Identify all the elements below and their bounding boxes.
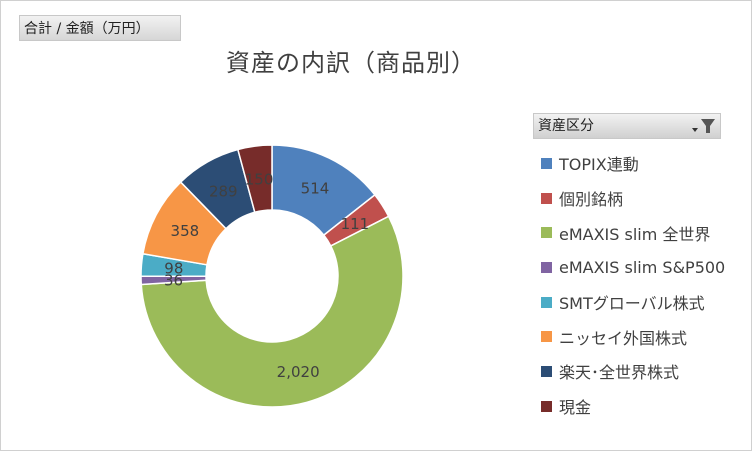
legend-label: eMAXIS slim 全世界 bbox=[559, 224, 711, 244]
legend-swatch bbox=[541, 261, 552, 273]
legend-item-8[interactable]: 現金 bbox=[541, 389, 725, 424]
data-label-4: 36 bbox=[164, 271, 183, 289]
legend-label: 個別銘柄 bbox=[559, 190, 624, 210]
legend-label: 楽天･全世界株式 bbox=[559, 363, 680, 383]
legend-swatch bbox=[541, 331, 552, 343]
data-label-5: 98 bbox=[164, 260, 183, 278]
legend-swatch bbox=[541, 192, 552, 204]
legend-item-2[interactable]: 個別銘柄 bbox=[541, 181, 725, 216]
data-label-7: 289 bbox=[209, 182, 238, 200]
legend-swatch bbox=[541, 296, 552, 308]
data-label-8: 150 bbox=[245, 170, 274, 188]
value-field-button[interactable]: 合計 / 金額（万円） bbox=[19, 15, 181, 41]
legend-label: ニッセイ外国株式 bbox=[559, 328, 688, 348]
legend-swatch bbox=[541, 400, 552, 412]
legend-swatch bbox=[541, 365, 552, 377]
data-label-2: 111 bbox=[341, 215, 370, 233]
legend-label: TOPIX連動 bbox=[559, 155, 639, 175]
legend-swatch bbox=[541, 227, 552, 239]
legend-label: 現金 bbox=[559, 398, 592, 418]
data-label-1: 514 bbox=[301, 179, 330, 197]
legend-item-7[interactable]: 楽天･全世界株式 bbox=[541, 354, 725, 389]
donut-slice-3[interactable] bbox=[140, 215, 404, 408]
legend-item-6[interactable]: ニッセイ外国株式 bbox=[541, 319, 725, 354]
legend-header-label: 資産区分 bbox=[538, 118, 594, 134]
legend-item-1[interactable]: TOPIX連動 bbox=[541, 146, 725, 181]
data-label-6: 358 bbox=[171, 222, 200, 240]
legend-filter-header[interactable]: 資産区分 bbox=[533, 113, 721, 139]
chart-title: 資産の内訳（商品別） bbox=[226, 49, 476, 77]
legend-item-3[interactable]: eMAXIS slim 全世界 bbox=[541, 215, 725, 250]
legend-swatch bbox=[541, 157, 552, 169]
data-label-3: 2,020 bbox=[277, 363, 320, 381]
legend-item-4[interactable]: eMAXIS slim S&P500 bbox=[541, 250, 725, 285]
legend-label: SMTグローバル株式 bbox=[559, 294, 705, 314]
donut-slice-8[interactable] bbox=[236, 144, 273, 214]
legend: TOPIX連動 個別銘柄 eMAXIS slim 全世界 eMAXIS slim S&… bbox=[541, 146, 725, 424]
legend-label: eMAXIS slim S&P500 bbox=[559, 257, 726, 277]
legend-item-5[interactable]: SMTグローバル株式 bbox=[541, 285, 725, 320]
dropdown-filter-icon[interactable] bbox=[690, 116, 718, 136]
